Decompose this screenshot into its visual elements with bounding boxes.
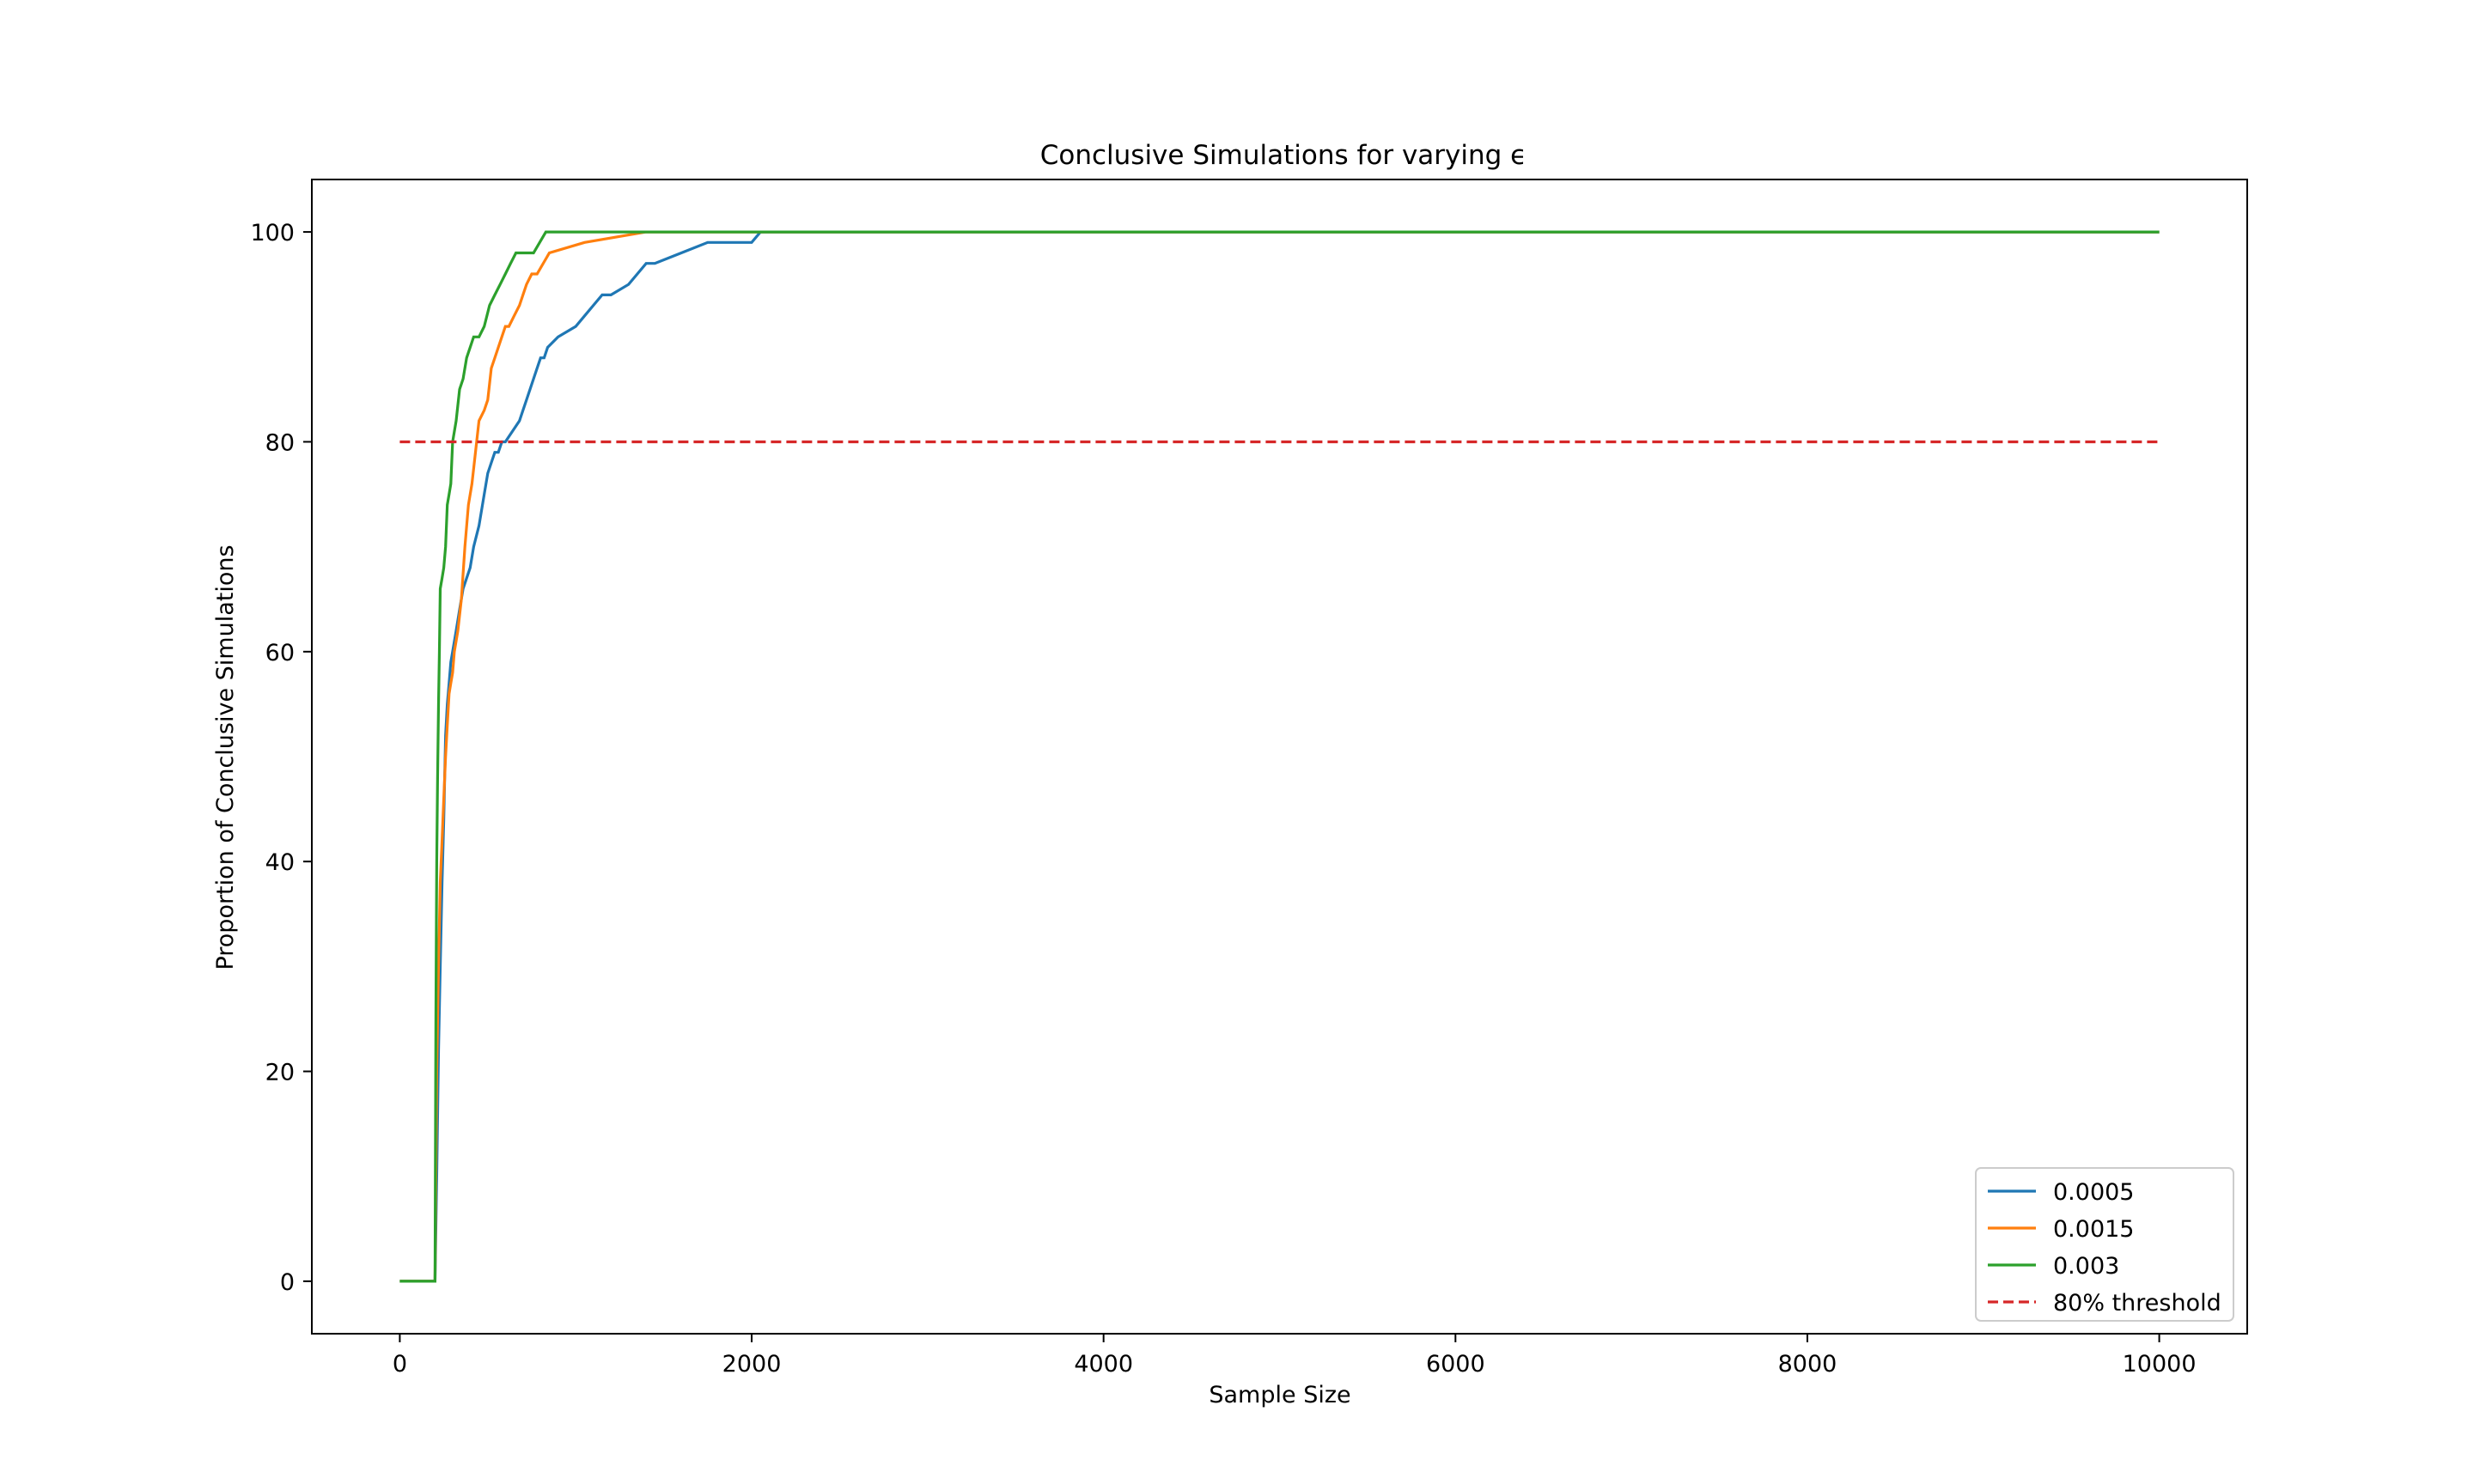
y-tick-label: 40: [265, 849, 295, 876]
plot-frame: [311, 179, 2248, 1335]
legend-label-0-003: 0.003: [2053, 1253, 2119, 1280]
legend-label-0-0015: 0.0015: [2053, 1216, 2134, 1243]
plot-lines: [399, 230, 2160, 1283]
legend-label-0-0005: 0.0005: [2053, 1179, 2134, 1206]
series-line-0-0015: [399, 230, 2160, 1283]
x-tick-label: 2000: [722, 1351, 782, 1378]
y-axis: 0 20 40 60 80 100: [250, 220, 312, 1296]
y-tick-label: 60: [265, 640, 295, 666]
y-axis-label: Proportion of Conclusive Simulations: [212, 544, 239, 970]
x-tick-label: 0: [393, 1351, 407, 1378]
legend-box: [1975, 1167, 2234, 1322]
y-tick-label: 20: [265, 1060, 295, 1086]
y-tick-label: 100: [250, 220, 295, 246]
y-tick-label: 0: [280, 1269, 295, 1296]
chart-title: Conclusive Simulations for varying ϵ: [1040, 140, 1527, 171]
x-tick-label: 8000: [1778, 1351, 1837, 1378]
legend-label-80-threshold: 80% threshold: [2053, 1290, 2221, 1317]
series-line-0-003: [399, 230, 2160, 1283]
y-tick-label: 80: [265, 429, 295, 456]
x-tick-label: 4000: [1074, 1351, 1133, 1378]
x-tick-label: 10000: [2123, 1351, 2197, 1378]
legend: 0.0005 0.0015 0.003 80% threshold: [1975, 1167, 2234, 1322]
x-axis: 0 2000 4000 6000 8000 10000: [393, 1334, 2197, 1378]
x-tick-label: 6000: [1426, 1351, 1485, 1378]
x-axis-label: Sample Size: [1209, 1382, 1350, 1408]
